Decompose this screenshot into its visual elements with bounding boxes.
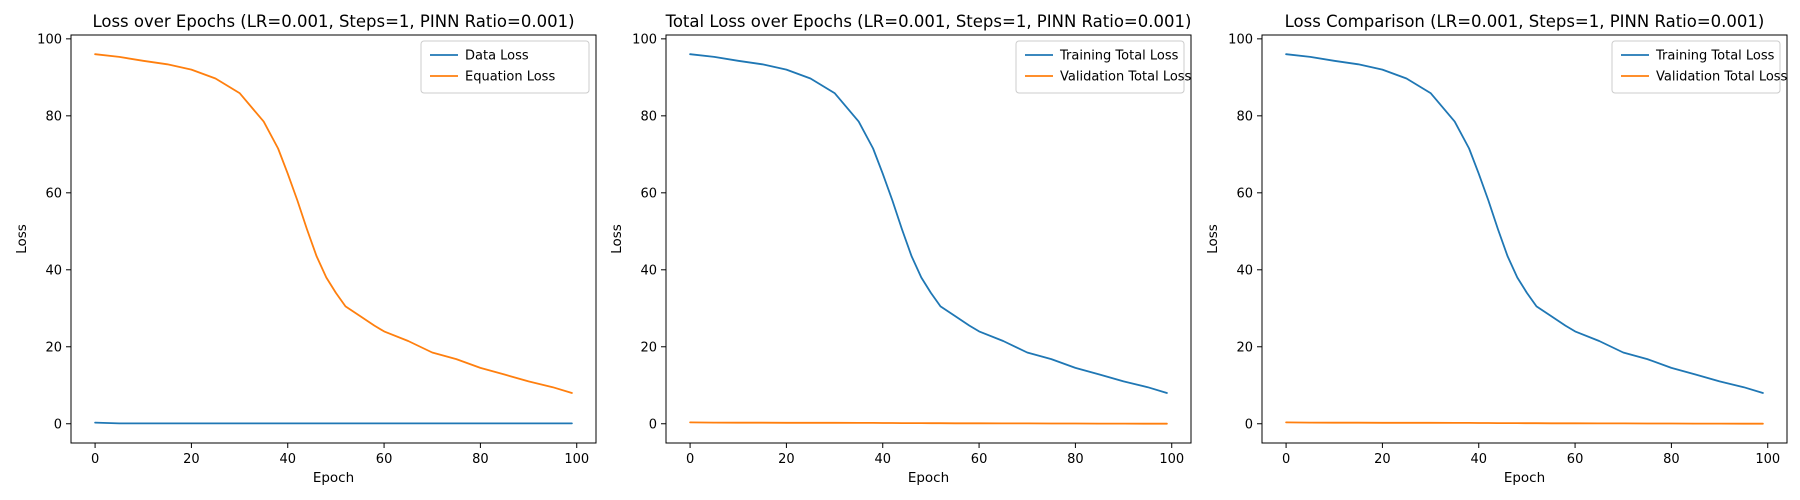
legend: Data Loss Equation Loss [420, 40, 590, 94]
legend-box [1015, 40, 1185, 94]
chart-title: Loss over Epochs (LR=0.001, Steps=1, PIN… [92, 12, 574, 31]
y-tick-label: 20 [640, 340, 657, 355]
y-tick-label: 20 [45, 340, 62, 355]
series-line-1 [1285, 53, 1764, 394]
x-tick-label: 100 [1159, 452, 1184, 467]
plot-area [665, 34, 1192, 444]
legend: Training Total Loss Validation Total Loss [1611, 40, 1788, 94]
y-tick-label: 0 [1245, 417, 1253, 432]
y-tick-label: 100 [632, 32, 657, 47]
y-axis-label: Loss [609, 224, 625, 254]
x-tick-label: 20 [183, 452, 200, 467]
legend-entry: Equation Loss [465, 70, 555, 85]
legend: Training Total Loss Validation Total Loss [1015, 40, 1192, 94]
x-tick-label: 20 [1374, 452, 1391, 467]
y-tick-label: 60 [1236, 186, 1253, 201]
x-tick-label: 20 [778, 452, 795, 467]
x-tick-label: 100 [1755, 452, 1780, 467]
x-axis-label: Epoch [908, 470, 949, 486]
y-tick-label: 40 [45, 263, 62, 278]
y-tick-label: 0 [649, 417, 657, 432]
series-line-2 [94, 53, 573, 394]
chart-panel-3: Loss Comparison (LR=0.001, Steps=1, PINN… [1205, 12, 1788, 486]
y-axis-label: Loss [1205, 224, 1221, 254]
y-tick-label: 40 [640, 263, 657, 278]
chart-panel-2: Total Loss over Epochs (LR=0.001, Steps=… [609, 12, 1192, 486]
series-line-2 [689, 421, 1168, 425]
y-tick-label: 40 [1236, 263, 1253, 278]
y-axis-label: Loss [14, 224, 30, 254]
x-axis-label: Epoch [313, 470, 354, 486]
x-tick-label: 40 [874, 452, 891, 467]
y-tick-label: 80 [640, 109, 657, 124]
legend-entry: Data Loss [465, 49, 529, 64]
legend-entry: Validation Total Loss [1060, 70, 1192, 85]
legend-entry: Training Total Loss [1655, 49, 1775, 64]
x-tick-label: 60 [971, 452, 988, 467]
x-tick-label: 80 [472, 452, 489, 467]
plot-area [70, 34, 597, 444]
x-tick-label: 100 [564, 452, 589, 467]
y-tick-label: 20 [1236, 340, 1253, 355]
chart-panel-1: Loss over Epochs (LR=0.001, Steps=1, PIN… [14, 12, 597, 486]
y-tick-label: 80 [45, 109, 62, 124]
x-tick-label: 0 [1282, 452, 1290, 467]
x-tick-label: 60 [1567, 452, 1584, 467]
plot-area [1261, 34, 1788, 444]
legend-box [420, 40, 590, 94]
y-tick-label: 60 [45, 186, 62, 201]
x-tick-label: 0 [91, 452, 99, 467]
x-tick-label: 80 [1663, 452, 1680, 467]
x-axis-label: Epoch [1504, 470, 1545, 486]
series-line-1 [94, 421, 573, 425]
y-tick-label: 60 [640, 186, 657, 201]
y-tick-label: 80 [1236, 109, 1253, 124]
series-line-2 [1285, 421, 1764, 425]
y-tick-label: 100 [1228, 32, 1253, 47]
x-tick-label: 40 [1470, 452, 1487, 467]
legend-box [1611, 40, 1781, 94]
legend-entry: Training Total Loss [1059, 49, 1179, 64]
y-tick-label: 100 [37, 32, 62, 47]
x-tick-label: 80 [1067, 452, 1084, 467]
legend-entry: Validation Total Loss [1656, 70, 1788, 85]
chart-title: Loss Comparison (LR=0.001, Steps=1, PINN… [1285, 12, 1765, 31]
x-tick-label: 40 [279, 452, 296, 467]
series-line-1 [689, 53, 1168, 394]
y-tick-label: 0 [54, 417, 62, 432]
chart-title: Total Loss over Epochs (LR=0.001, Steps=… [665, 12, 1192, 31]
x-tick-label: 0 [686, 452, 694, 467]
x-tick-label: 60 [376, 452, 393, 467]
